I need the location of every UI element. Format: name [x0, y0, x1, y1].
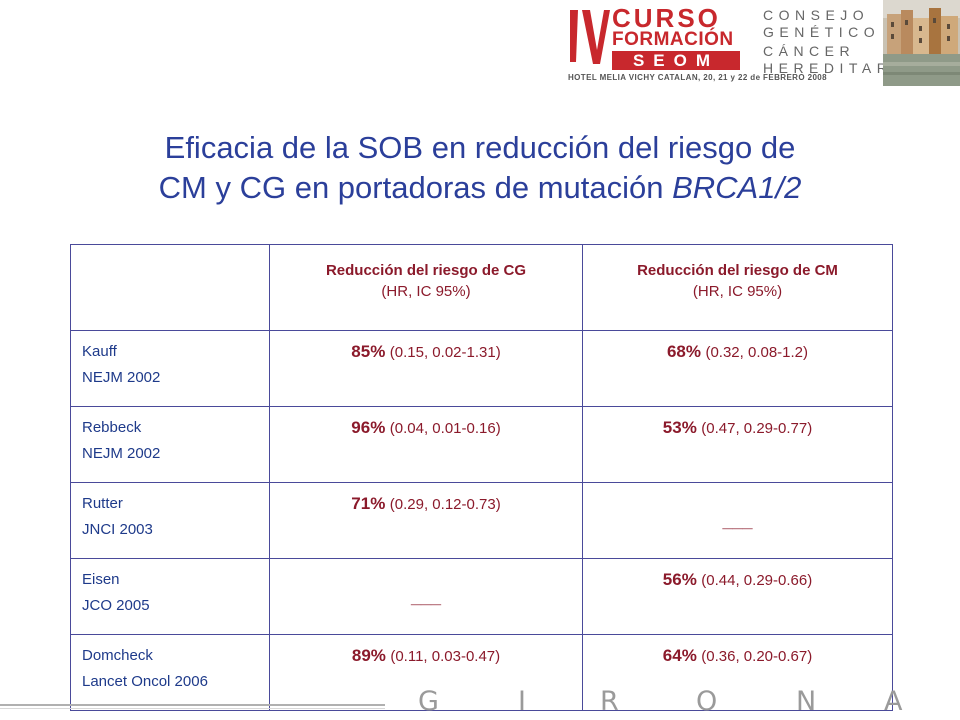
footer-letter-i: I [518, 686, 526, 717]
cg-percent: 96% [351, 418, 386, 437]
cm-interval: (0.44, 0.29-0.66) [701, 572, 813, 589]
cm-interval: (0.47, 0.29-0.77) [701, 420, 813, 437]
sponsor-line-cancer: CÁNCER [763, 43, 856, 59]
sponsor-line-consejo: CONSEJO [763, 7, 870, 23]
study-cell: Kauff NEJM 2002 [70, 330, 270, 407]
footer-letter-o: O [696, 686, 718, 717]
study-source: JCO 2005 [82, 597, 150, 614]
cm-value-cell: 56% (0.44, 0.29-0.66) [582, 558, 893, 635]
cg-no-data-dash: ___ [410, 587, 442, 607]
cm-value-cell: 53% (0.47, 0.29-0.77) [582, 406, 893, 483]
sponsor-line-genetico: GENÉTICO [763, 24, 881, 40]
cm-value-cell: 68% (0.32, 0.08-1.2) [582, 330, 893, 407]
slide-title-line-2: CM y CG en portadoras de mutación BRCA1/… [40, 168, 920, 208]
table-row: Domcheck Lancet Oncol 2006 89% (0.11, 0.… [70, 634, 893, 711]
study-cell: Rutter JNCI 2003 [70, 482, 270, 559]
cm-percent: 53% [662, 418, 697, 437]
cg-value-cell: 85% (0.15, 0.02-1.31) [269, 330, 583, 407]
cm-interval: (0.36, 0.20-0.67) [701, 648, 813, 665]
header-cg-title: Reducción del riesgo de CG [325, 262, 527, 279]
venue-text: HOTEL MELIA VICHY CATALAN, 20, 21 y 22 d… [568, 73, 827, 82]
cg-value-cell: 71% (0.29, 0.12-0.73) [269, 482, 583, 559]
cm-value-cell: 64% (0.36, 0.20-0.67) [582, 634, 893, 711]
study-author: Domcheck [82, 647, 153, 664]
cg-percent: 85% [351, 342, 386, 361]
header-cm-subtitle: (HR, IC 95%) [692, 283, 783, 300]
study-author: Rebbeck [82, 419, 142, 436]
footer-letter-r: R [600, 686, 619, 717]
sponsor-line-hereditario: HEREDITARIO [763, 60, 919, 76]
slide-title-line-1: Eficacia de la SOB en reducción del ries… [164, 130, 796, 165]
logo-formacion-text: FORMACIÓN [612, 29, 734, 50]
study-author: Eisen [82, 571, 120, 588]
table-row: Rebbeck NEJM 2002 96% (0.04, 0.01-0.16) … [70, 406, 893, 483]
girona-city-photo [883, 0, 960, 86]
study-cell: Eisen JCO 2005 [70, 558, 270, 635]
logo-seom-banner [612, 51, 740, 70]
slide-title: Eficacia de la SOB en reducción del ries… [40, 128, 920, 208]
study-author: Rutter [82, 495, 123, 512]
table-row: Kauff NEJM 2002 85% (0.15, 0.02-1.31) 68… [70, 330, 893, 407]
slide-title-gene: BRCA1/2 [672, 170, 802, 205]
table-header-row: Reducción del riesgo de CG (HR, IC 95%) … [70, 244, 893, 331]
study-source: JNCI 2003 [82, 521, 153, 538]
footer-divider-shadow [0, 708, 385, 709]
cg-interval: (0.11, 0.03-0.47) [390, 648, 501, 665]
header-cell-cm: Reducción del riesgo de CM (HR, IC 95%) [582, 244, 893, 331]
study-source: NEJM 2002 [82, 445, 161, 462]
study-author: Kauff [82, 343, 117, 360]
footer-divider [0, 704, 385, 706]
cm-percent: 56% [662, 570, 697, 589]
table-row: Rutter JNCI 2003 71% (0.29, 0.12-0.73) _… [70, 482, 893, 559]
study-cell: Domcheck Lancet Oncol 2006 [70, 634, 270, 711]
roman-numeral-iv-logo [570, 10, 610, 64]
study-source: NEJM 2002 [82, 369, 161, 386]
cm-percent: 68% [666, 342, 701, 361]
footer-letter-n: N [796, 686, 817, 717]
cg-percent: 71% [351, 494, 386, 513]
study-cell: Rebbeck NEJM 2002 [70, 406, 270, 483]
cm-no-data-dash: ___ [722, 511, 753, 531]
footer-letter-g: G [418, 686, 439, 717]
cg-interval: (0.04, 0.01-0.16) [389, 420, 501, 437]
cg-percent: 89% [351, 646, 386, 665]
table-row: Eisen JCO 2005 ___ 56% (0.44, 0.29-0.66) [70, 558, 893, 635]
cg-value-cell: 96% (0.04, 0.01-0.16) [269, 406, 583, 483]
cm-interval: (0.32, 0.08-1.2) [705, 344, 809, 361]
cg-interval: (0.15, 0.02-1.31) [389, 344, 501, 361]
header-cg-subtitle: (HR, IC 95%) [381, 283, 471, 300]
cm-percent: 64% [662, 646, 697, 665]
risk-reduction-table: Reducción del riesgo de CG (HR, IC 95%) … [70, 244, 893, 711]
cg-interval: (0.29, 0.12-0.73) [389, 496, 501, 513]
logo-curso-text: CURSO [612, 3, 721, 33]
slide-title-line-2-text: CM y CG en portadoras de mutación [158, 170, 673, 205]
logo-seom-text: SEOM [632, 51, 720, 70]
header-cm-title: Reducción del riesgo de CM [637, 262, 838, 279]
header-cell-cg: Reducción del riesgo de CG (HR, IC 95%) [269, 244, 583, 331]
footer-letter-a: A [884, 686, 903, 717]
cg-value-cell: 89% (0.11, 0.03-0.47) [269, 634, 583, 711]
study-source: Lancet Oncol 2006 [82, 673, 208, 690]
cg-value-cell: ___ [269, 558, 583, 635]
cm-value-cell: ___ [582, 482, 893, 559]
header-cell-study [70, 244, 270, 331]
